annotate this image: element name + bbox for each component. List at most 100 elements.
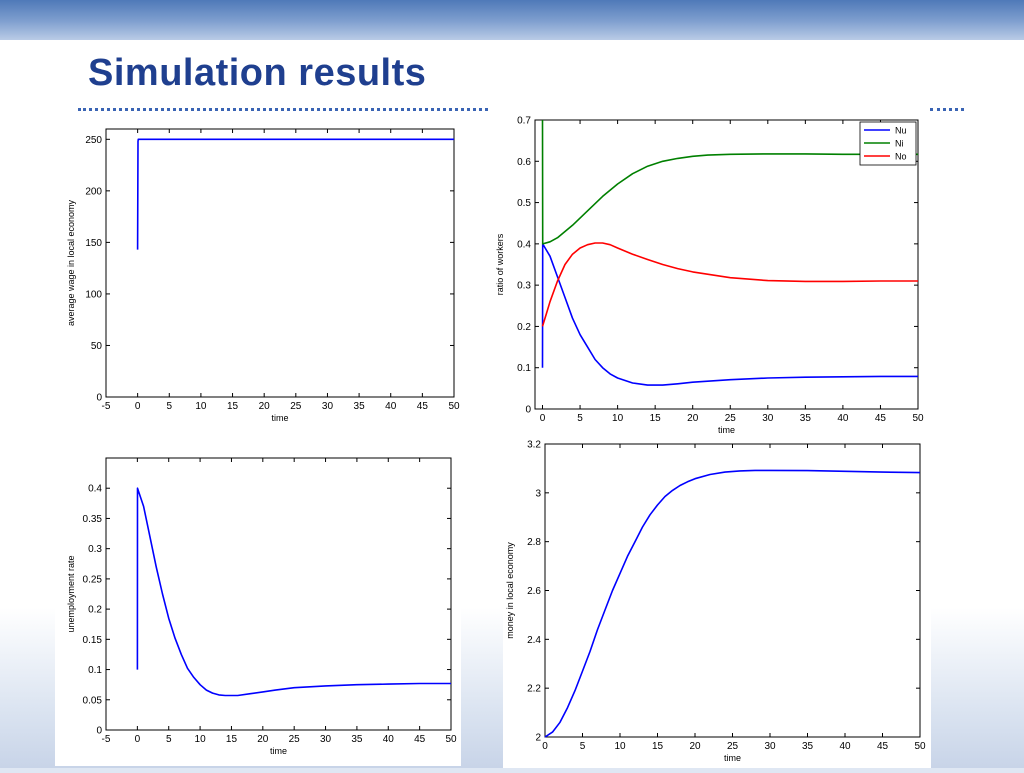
workers-y-axis-label: ratio of workers	[495, 233, 505, 295]
wage-x-tick-label: -5	[102, 401, 111, 412]
money-x-tick-label: 35	[802, 741, 814, 752]
unemployment-x-tick-label: 25	[289, 734, 301, 745]
money-x-tick-label: 45	[877, 741, 889, 752]
money-x-tick-label: 30	[764, 741, 776, 752]
chart-wage: -5 0 5 10 15 20 25 30 35 40 45 50050100150200250tim…	[66, 128, 460, 423]
unemployment-y-tick-label: 0.25	[83, 574, 103, 585]
workers-x-tick-label: 0	[540, 413, 546, 424]
unemployment-x-tick-label: 0	[135, 734, 141, 745]
chart-money: 0 5 10 15 20 25 30 35 40 45 50 2 2.2 2.4 2.6 2.8 3 3.2 tim…	[505, 440, 926, 764]
workers-x-tick-label: 10	[612, 413, 624, 424]
chart-panel-unemployment: -5 0 5 10 15 20 25 30 35 40 45 50 0 0.05 0.1 0.15 0.2 0.2…	[55, 448, 461, 766]
unemployment-series-0-line	[136, 487, 451, 697]
workers-x-tick-label: 15	[650, 413, 662, 424]
money-x-tick-label: 10	[614, 741, 626, 752]
wage-x-axis-label: time	[271, 413, 288, 423]
wage-y-tick-label: 50	[91, 341, 103, 352]
unemployment-y-axis-label: unemployment rate	[66, 555, 76, 632]
wage-x-tick-label: 40	[385, 401, 397, 412]
workers-y-tick-label: 0.7	[517, 116, 531, 127]
money-x-tick-label: 25	[727, 741, 739, 752]
unemployment-x-tick-label: 40	[383, 734, 395, 745]
unemployment-y-tick-label: 0.35	[83, 514, 103, 525]
unemployment-x-axis-label: time	[270, 746, 287, 756]
unemployment-y-tick-label: 0.4	[88, 484, 102, 495]
unemployment-y-tick-label: 0.2	[88, 605, 102, 616]
money-x-tick-label: 15	[652, 741, 664, 752]
money-x-axis-label: time	[724, 753, 741, 763]
chart-panel-money: 0 5 10 15 20 25 30 35 40 45 50 2 2.2 2.4 2.6 2.8 3 3.2 tim…	[503, 438, 931, 768]
chart-panel-wage: -5 0 5 10 15 20 25 30 35 40 45 50 0 50 100 150 200 250 tim…	[55, 112, 467, 430]
workers-series-nu-line	[541, 243, 918, 386]
unemployment-y-tick-label: 0.15	[83, 635, 103, 646]
money-x-tick-label: 20	[689, 741, 701, 752]
wage-x-tick-label: 15	[227, 401, 239, 412]
wage-y-axis-label: average wage in local economy	[66, 199, 76, 326]
workers-x-tick-label: 30	[762, 413, 774, 424]
unemployment-y-tick-label: 0.1	[88, 665, 102, 676]
money-x-tick-label: 5	[580, 741, 586, 752]
workers-x-axis-label: time	[718, 425, 735, 435]
slide-title: Simulation results	[88, 52, 427, 94]
workers-x-tick-label: 35	[800, 413, 812, 424]
workers-y-tick-label: 0	[525, 405, 531, 416]
wage-x-tick-label: 35	[354, 401, 366, 412]
wage-x-tick-label: 0	[135, 401, 141, 412]
workers-x-tick-label: 40	[837, 413, 849, 424]
workers-y-tick-label: 0.6	[517, 157, 531, 168]
unemployment-y-tick-label: 0.05	[83, 695, 103, 706]
workers-y-tick-label: 0.2	[517, 322, 531, 333]
workers-series-ni-line	[541, 119, 918, 245]
workers-legend-label-nu: Nu	[895, 126, 907, 136]
workers-legend-label-no: No	[895, 152, 907, 162]
wage-x-tick-label: 30	[322, 401, 334, 412]
unemployment-x-tick-label: 45	[414, 734, 426, 745]
workers-x-tick-label: 25	[725, 413, 737, 424]
chart-unemployment: -5 0 5 10 15 20 25 30 35 40 45 5000.050.10.150.20.2…	[66, 457, 457, 756]
chart-workers: 0 5 10 15 20 25 30 35 40 45 50 0 0.1 0.2 0.3 0.4 0.5 0.6 0…	[495, 116, 924, 436]
wage-y-tick-label: 100	[85, 289, 102, 300]
money-y-tick-label: 2.8	[527, 537, 541, 548]
money-x-tick-label: 50	[914, 741, 926, 752]
workers-y-tick-label: 0.1	[517, 363, 531, 374]
unemployment-x-tick-label: 10	[195, 734, 207, 745]
wage-y-tick-label: 200	[85, 186, 102, 197]
workers-x-tick-label: 45	[875, 413, 887, 424]
money-y-tick-label: 2.2	[527, 684, 541, 695]
unemployment-x-tick-label: 5	[166, 734, 172, 745]
workers-x-tick-label: 5	[577, 413, 583, 424]
wage-y-tick-label: 0	[96, 393, 102, 404]
title-divider-right	[930, 108, 964, 111]
money-y-tick-label: 3.2	[527, 440, 541, 451]
workers-x-tick-label: 50	[912, 413, 924, 424]
money-y-tick-label: 2.6	[527, 586, 541, 597]
workers-plot-frame	[534, 119, 919, 410]
unemployment-y-tick-label: 0.3	[88, 544, 102, 555]
money-series-0-line	[544, 469, 921, 738]
workers-y-tick-label: 0.4	[517, 239, 531, 250]
money-y-tick-label: 3	[535, 488, 541, 499]
title-divider-left	[78, 108, 488, 111]
unemployment-x-tick-label: 20	[257, 734, 269, 745]
money-y-tick-label: 2	[535, 733, 541, 744]
unemployment-x-tick-label: 15	[226, 734, 238, 745]
wage-x-tick-label: 25	[290, 401, 302, 412]
unemployment-x-tick-label: 30	[320, 734, 332, 745]
wage-x-tick-label: 5	[166, 401, 172, 412]
wage-x-tick-label: 10	[195, 401, 207, 412]
money-y-axis-label: money in local economy	[505, 542, 515, 639]
money-x-tick-label: 40	[839, 741, 851, 752]
money-plot-frame	[544, 443, 921, 738]
workers-series-no-line	[541, 242, 918, 327]
workers-y-tick-label: 0.3	[517, 281, 531, 292]
wage-x-tick-label: 50	[448, 401, 460, 412]
unemployment-y-tick-label: 0	[96, 726, 102, 737]
unemployment-x-tick-label: 50	[445, 734, 457, 745]
workers-y-tick-label: 0.5	[517, 198, 531, 209]
wage-x-tick-label: 45	[417, 401, 429, 412]
money-x-tick-label: 0	[542, 741, 548, 752]
wage-plot-frame	[105, 128, 455, 398]
money-y-tick-label: 2.4	[527, 635, 541, 646]
wage-series-0-line	[136, 138, 454, 250]
wage-y-tick-label: 250	[85, 135, 102, 146]
